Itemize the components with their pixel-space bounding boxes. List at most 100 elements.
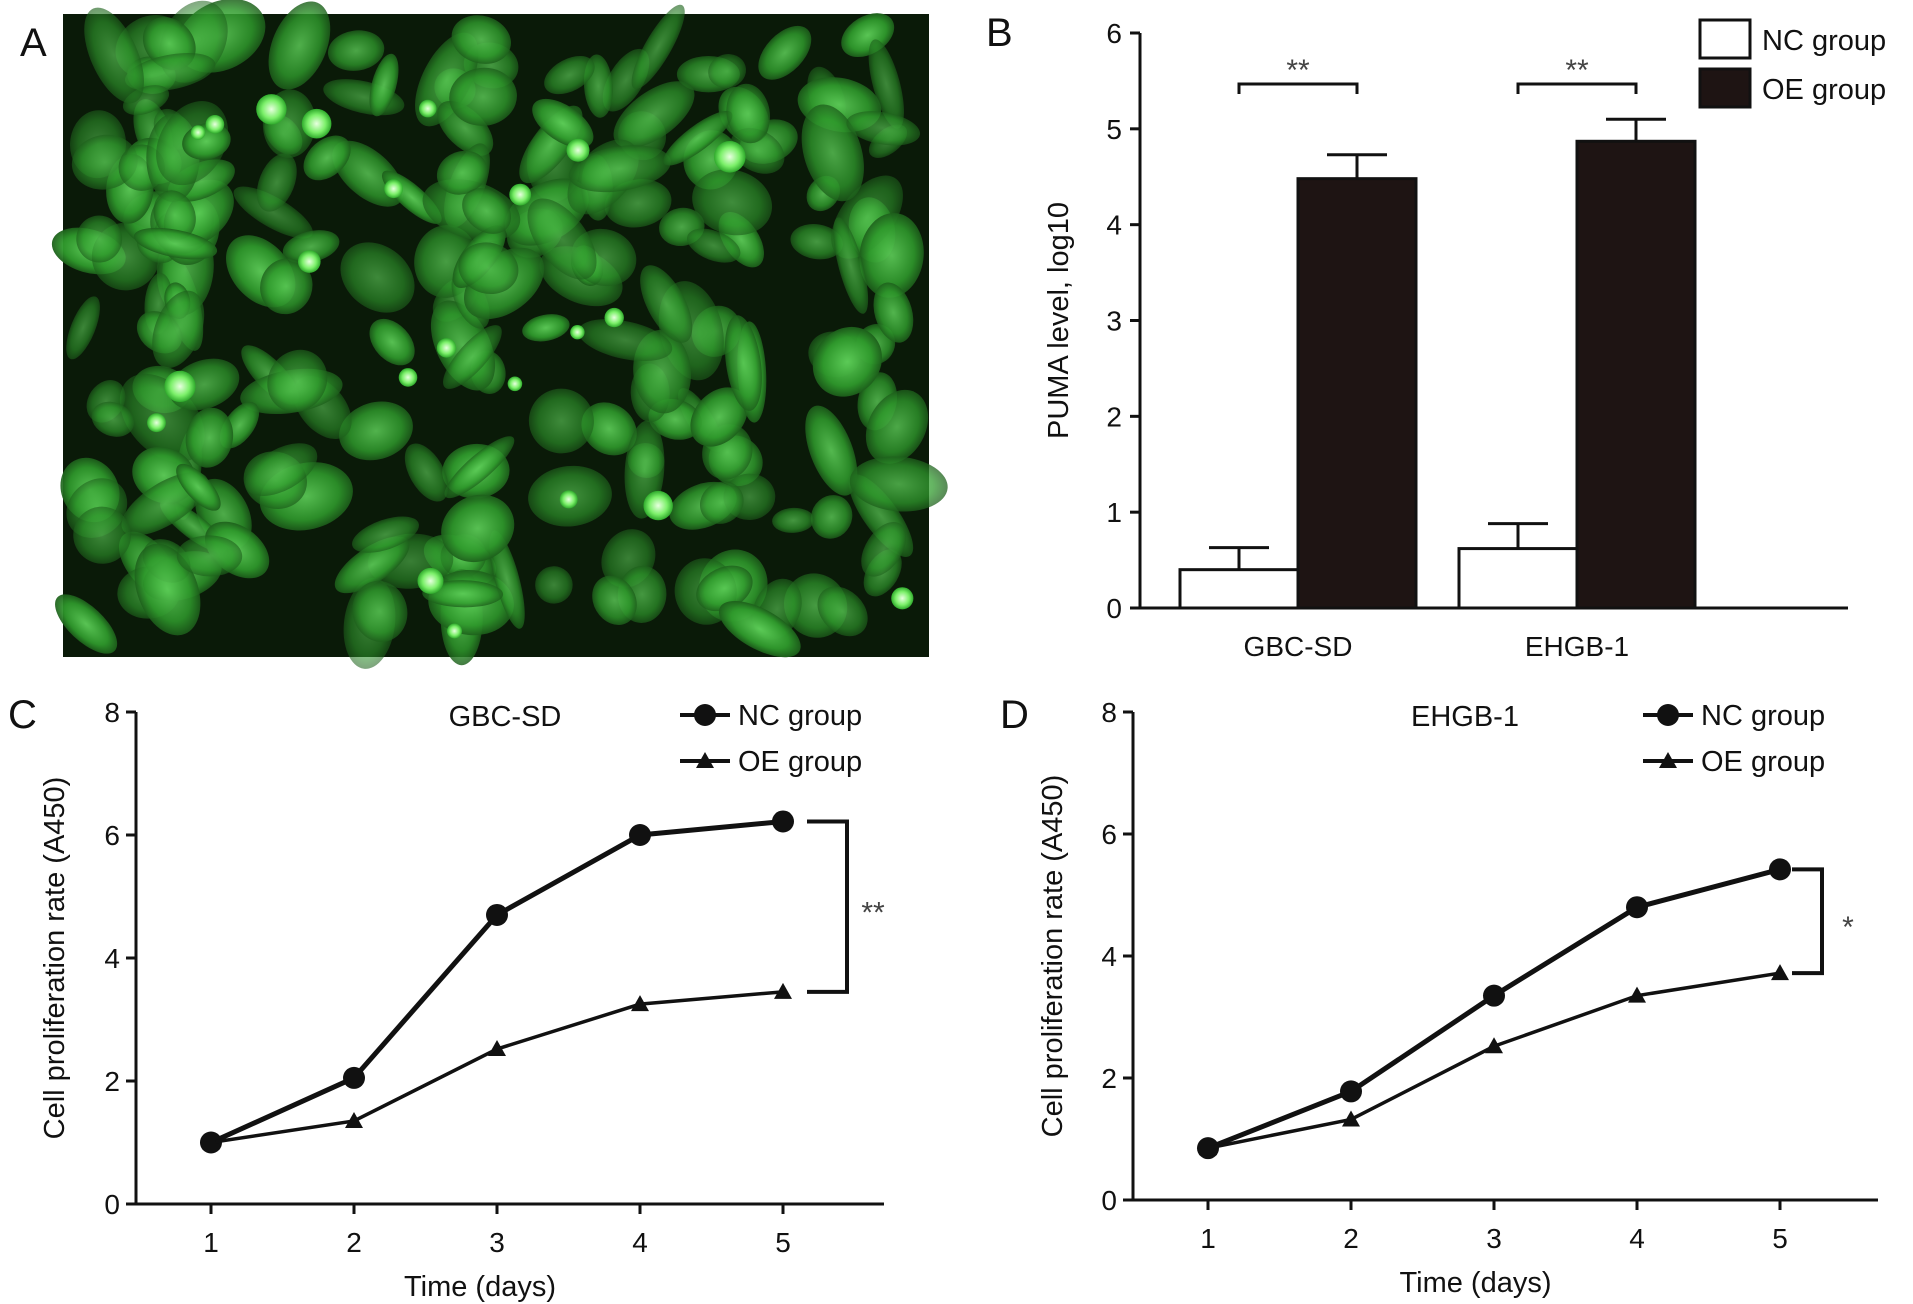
micrograph-cell <box>84 7 144 104</box>
data-point-nc <box>486 903 508 926</box>
micrograph-cell <box>260 258 313 315</box>
legend-label: OE group <box>738 746 862 778</box>
micrograph-bright-cell <box>256 94 287 125</box>
legend-label: OE group <box>1762 74 1886 106</box>
y-axis-label: PUMA level, log10 <box>1043 202 1075 439</box>
series-line <box>209 818 784 1145</box>
micrograph-cell <box>437 100 494 156</box>
micrograph-cell <box>282 230 340 264</box>
x-tick-label: 4 <box>1629 1223 1645 1254</box>
x-axis-label: Time (days) <box>404 1271 556 1303</box>
micrograph-cell <box>369 318 415 366</box>
data-point-oe <box>1771 964 1789 981</box>
bar <box>1575 139 1697 610</box>
micrograph-cell <box>696 565 753 612</box>
micrograph-cell <box>233 186 313 239</box>
y-tick-label: 3 <box>1106 306 1122 337</box>
micrograph-cell <box>436 150 488 195</box>
micrograph-bright-cell <box>559 490 578 509</box>
x-tick-label: EHGB-1 <box>1525 631 1629 662</box>
micrograph-cell <box>846 111 921 146</box>
micrograph-bright-cell <box>436 338 457 358</box>
micrograph-cell <box>528 388 594 454</box>
micrograph-cell <box>868 39 904 129</box>
data-point-nc <box>1769 858 1791 881</box>
legend-marker-circle <box>1657 704 1679 726</box>
micrograph-cell <box>451 15 512 64</box>
micrograph-cell <box>176 535 243 577</box>
y-axis-label: Cell proliferation rate (A450) <box>1037 775 1069 1138</box>
micrograph-cell <box>861 521 907 577</box>
x-tick-label: 5 <box>1772 1223 1788 1254</box>
legend-label: OE group <box>1701 746 1825 778</box>
micrograph-cell <box>185 407 234 468</box>
data-point-oe <box>774 982 792 999</box>
micrograph-cell <box>801 104 864 202</box>
legend-label: NC group <box>738 700 862 732</box>
micrograph-cell <box>578 319 673 362</box>
bar <box>1457 547 1579 610</box>
micrograph-cell <box>340 242 415 313</box>
data-point-nc <box>1340 1080 1362 1103</box>
data-point-nc <box>1483 984 1505 1007</box>
panel-letter-d: D <box>1000 693 1029 737</box>
x-tick-label: 3 <box>489 1227 505 1258</box>
micrograph-bright-cell <box>190 125 206 140</box>
y-tick-label: 0 <box>1106 593 1122 624</box>
data-point-oe <box>1485 1037 1503 1054</box>
micrograph-bright-cell <box>891 587 914 610</box>
micrograph-cell <box>339 401 413 461</box>
series-line <box>210 990 784 1145</box>
micrograph-bright-cell <box>570 325 585 340</box>
micrograph-bright-cell <box>714 141 746 173</box>
y-tick-label: 4 <box>1106 210 1122 241</box>
x-tick-label: 3 <box>1486 1223 1502 1254</box>
micrograph-cell <box>833 217 869 314</box>
micrograph-cell <box>55 594 118 654</box>
chart-c-gbc-sd-line: 0 2 4 6 8 1 2 3 4 5 Time (days) Cell proliferation … <box>39 697 885 1303</box>
x-axis-label: Time (days) <box>1400 1267 1552 1299</box>
micrograph-cell <box>527 198 597 280</box>
x-tick-label: 2 <box>1343 1223 1359 1254</box>
legend-marker-triangle <box>696 752 714 768</box>
y-tick-label: 6 <box>1106 18 1122 49</box>
y-tick-label: 4 <box>1101 941 1117 972</box>
micrograph <box>51 0 948 669</box>
micrograph-cell <box>726 83 771 144</box>
chart-subtitle: GBC-SD <box>449 701 562 733</box>
significance-bracket <box>807 819 849 994</box>
micrograph-cell <box>640 265 693 343</box>
micrograph-cell <box>245 443 318 496</box>
bar <box>1296 177 1418 610</box>
y-tick-label: 2 <box>104 1066 120 1097</box>
y-tick-label: 1 <box>1106 497 1122 528</box>
significance-label: * <box>1842 911 1854 944</box>
micrograph-bright-cell <box>417 567 444 594</box>
micrograph-cell <box>489 530 525 629</box>
data-point-oe <box>345 1111 363 1128</box>
y-tick-label: 2 <box>1101 1063 1117 1094</box>
micrograph-cell <box>422 580 504 608</box>
x-tick-label: 5 <box>775 1227 791 1258</box>
panel-letter-c: C <box>8 693 37 737</box>
micrograph-cell <box>810 495 853 539</box>
y-axis-label: Cell proliferation rate (A450) <box>39 777 71 1140</box>
x-tick-label: 4 <box>632 1227 648 1258</box>
data-point-nc <box>629 824 651 846</box>
data-point-oe <box>1199 1139 1217 1156</box>
micrograph-cell <box>708 54 747 89</box>
legend-marker-circle <box>694 704 716 726</box>
x-tick-label: 1 <box>203 1227 219 1258</box>
micrograph-cell <box>256 153 297 212</box>
micrograph-bright-cell <box>301 108 332 139</box>
data-point-nc <box>1626 896 1648 919</box>
data-point-oe <box>631 995 649 1012</box>
legend-label: NC group <box>1762 25 1886 57</box>
micrograph-cell <box>125 53 216 92</box>
micrograph-cell <box>873 282 914 343</box>
micrograph-cell <box>699 481 744 524</box>
y-tick-label: 4 <box>104 943 120 974</box>
micrograph-cell <box>404 443 449 502</box>
micrograph-bright-cell <box>298 250 321 273</box>
significance-bracket <box>1237 82 1359 94</box>
